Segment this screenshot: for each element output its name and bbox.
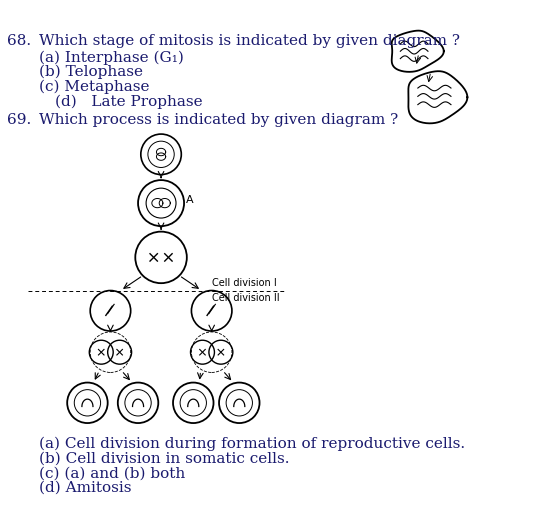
Text: (c) (a) and (b) both: (c) (a) and (b) both	[39, 466, 185, 481]
Text: (d)   Late Prophase: (d) Late Prophase	[55, 94, 203, 109]
Text: Which stage of mitosis is indicated by given diagram ?: Which stage of mitosis is indicated by g…	[39, 34, 459, 48]
Text: 68.: 68.	[8, 34, 32, 48]
Text: Cell division II: Cell division II	[211, 293, 279, 303]
Text: Cell division I: Cell division I	[211, 278, 277, 288]
Text: (a) Cell division during formation of reproductive cells.: (a) Cell division during formation of re…	[39, 437, 465, 451]
Text: (d) Amitosis: (d) Amitosis	[39, 481, 131, 495]
Text: (a) Interphase (G₁): (a) Interphase (G₁)	[39, 50, 183, 64]
Text: (c) Metaphase: (c) Metaphase	[39, 80, 149, 94]
Text: (b) Telophase: (b) Telophase	[39, 65, 143, 80]
Text: (b) Cell division in somatic cells.: (b) Cell division in somatic cells.	[39, 452, 289, 466]
Text: Which process is indicated by given diagram ?: Which process is indicated by given diag…	[39, 113, 398, 127]
Text: 69.: 69.	[8, 113, 32, 127]
Text: A: A	[186, 195, 194, 205]
